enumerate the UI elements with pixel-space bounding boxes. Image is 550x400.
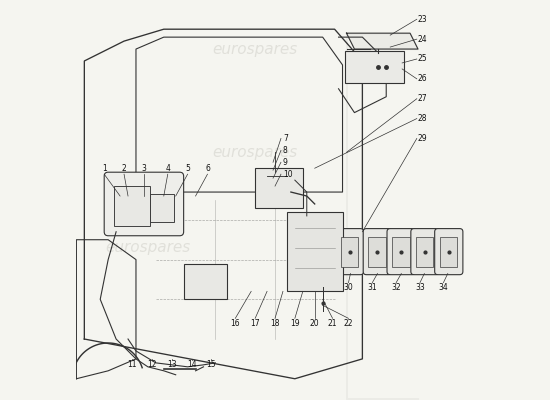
FancyBboxPatch shape	[440, 236, 458, 267]
FancyBboxPatch shape	[363, 228, 392, 275]
Text: eurospares: eurospares	[105, 240, 190, 255]
FancyBboxPatch shape	[368, 236, 386, 267]
Text: 4: 4	[166, 164, 170, 173]
FancyBboxPatch shape	[340, 236, 358, 267]
Text: 6: 6	[205, 164, 210, 173]
FancyBboxPatch shape	[104, 172, 184, 236]
Text: 14: 14	[187, 360, 196, 369]
FancyBboxPatch shape	[416, 236, 433, 267]
FancyBboxPatch shape	[387, 228, 415, 275]
Text: 21: 21	[328, 319, 337, 328]
FancyBboxPatch shape	[434, 228, 463, 275]
Text: 5: 5	[185, 164, 190, 173]
Text: 16: 16	[230, 319, 240, 328]
FancyBboxPatch shape	[392, 236, 410, 267]
Text: 33: 33	[415, 283, 425, 292]
FancyBboxPatch shape	[114, 186, 150, 226]
Text: 17: 17	[250, 319, 260, 328]
Text: 18: 18	[270, 319, 280, 328]
Text: 1: 1	[102, 164, 107, 173]
Text: 29: 29	[418, 134, 428, 143]
Text: 10: 10	[283, 170, 293, 179]
FancyBboxPatch shape	[411, 228, 439, 275]
Text: 25: 25	[418, 54, 428, 64]
Text: 26: 26	[418, 74, 428, 83]
Text: eurospares: eurospares	[212, 42, 298, 56]
Text: 27: 27	[418, 94, 428, 103]
FancyBboxPatch shape	[150, 194, 174, 222]
Text: 28: 28	[418, 114, 427, 123]
Text: 2: 2	[122, 164, 126, 173]
Text: 31: 31	[367, 283, 377, 292]
Text: 11: 11	[127, 360, 137, 369]
Text: 8: 8	[283, 146, 288, 155]
Text: eurospares: eurospares	[212, 145, 298, 160]
Text: 12: 12	[147, 360, 157, 369]
Text: 24: 24	[418, 35, 428, 44]
Text: 7: 7	[283, 134, 288, 143]
Text: 3: 3	[141, 164, 146, 173]
FancyBboxPatch shape	[184, 264, 227, 299]
Text: 22: 22	[344, 319, 353, 328]
FancyBboxPatch shape	[255, 168, 303, 208]
FancyBboxPatch shape	[336, 228, 364, 275]
Text: 34: 34	[438, 283, 448, 292]
Text: 30: 30	[344, 283, 353, 292]
Text: 13: 13	[167, 360, 177, 369]
Text: 15: 15	[207, 360, 216, 369]
FancyBboxPatch shape	[344, 51, 404, 83]
FancyBboxPatch shape	[287, 212, 343, 291]
Text: 20: 20	[310, 319, 320, 328]
Text: 32: 32	[392, 283, 401, 292]
Text: 19: 19	[290, 319, 300, 328]
Text: 23: 23	[418, 15, 428, 24]
Text: 9: 9	[283, 158, 288, 167]
